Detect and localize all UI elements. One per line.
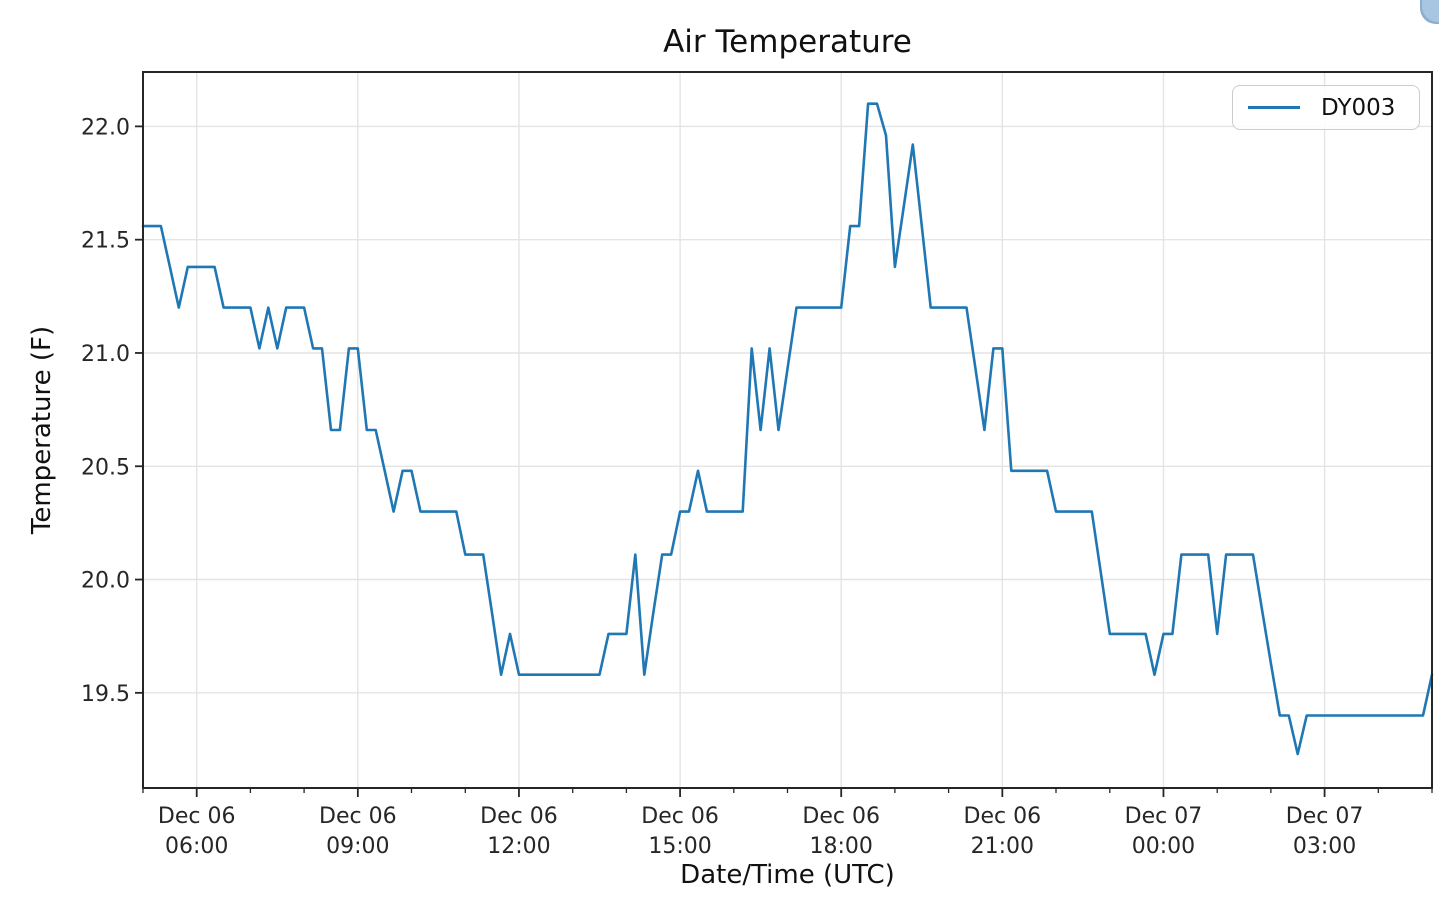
svg-text:06:00: 06:00 <box>165 834 228 859</box>
legend-line-swatch <box>1248 106 1300 109</box>
svg-text:22.0: 22.0 <box>81 115 130 140</box>
svg-text:21.0: 21.0 <box>81 342 130 367</box>
svg-text:19.5: 19.5 <box>81 682 130 707</box>
svg-text:Dec 06: Dec 06 <box>480 804 558 829</box>
chart-title: Air Temperature <box>663 24 912 60</box>
svg-text:00:00: 00:00 <box>1132 834 1195 859</box>
y-axis-label: Temperature (F) <box>27 325 57 535</box>
svg-text:18:00: 18:00 <box>810 834 873 859</box>
legend-label: DY003 <box>1321 94 1396 121</box>
svg-text:21:00: 21:00 <box>971 834 1034 859</box>
svg-text:15:00: 15:00 <box>648 834 711 859</box>
svg-text:Dec 06: Dec 06 <box>802 804 880 829</box>
svg-text:Dec 06: Dec 06 <box>641 804 719 829</box>
x-axis-label: Date/Time (UTC) <box>680 860 895 890</box>
browser-corner-widget <box>1420 0 1439 24</box>
svg-text:21.5: 21.5 <box>81 229 130 254</box>
svg-text:20.0: 20.0 <box>81 569 130 594</box>
svg-text:Dec 07: Dec 07 <box>1286 804 1364 829</box>
svg-text:20.5: 20.5 <box>81 455 130 480</box>
svg-text:12:00: 12:00 <box>487 834 550 859</box>
svg-text:Dec 07: Dec 07 <box>1125 804 1203 829</box>
svg-text:Dec 06: Dec 06 <box>319 804 397 829</box>
svg-text:09:00: 09:00 <box>326 834 389 859</box>
svg-text:03:00: 03:00 <box>1293 834 1356 859</box>
legend: DY003 <box>1232 85 1420 130</box>
svg-text:Dec 06: Dec 06 <box>158 804 236 829</box>
svg-text:Dec 06: Dec 06 <box>964 804 1042 829</box>
